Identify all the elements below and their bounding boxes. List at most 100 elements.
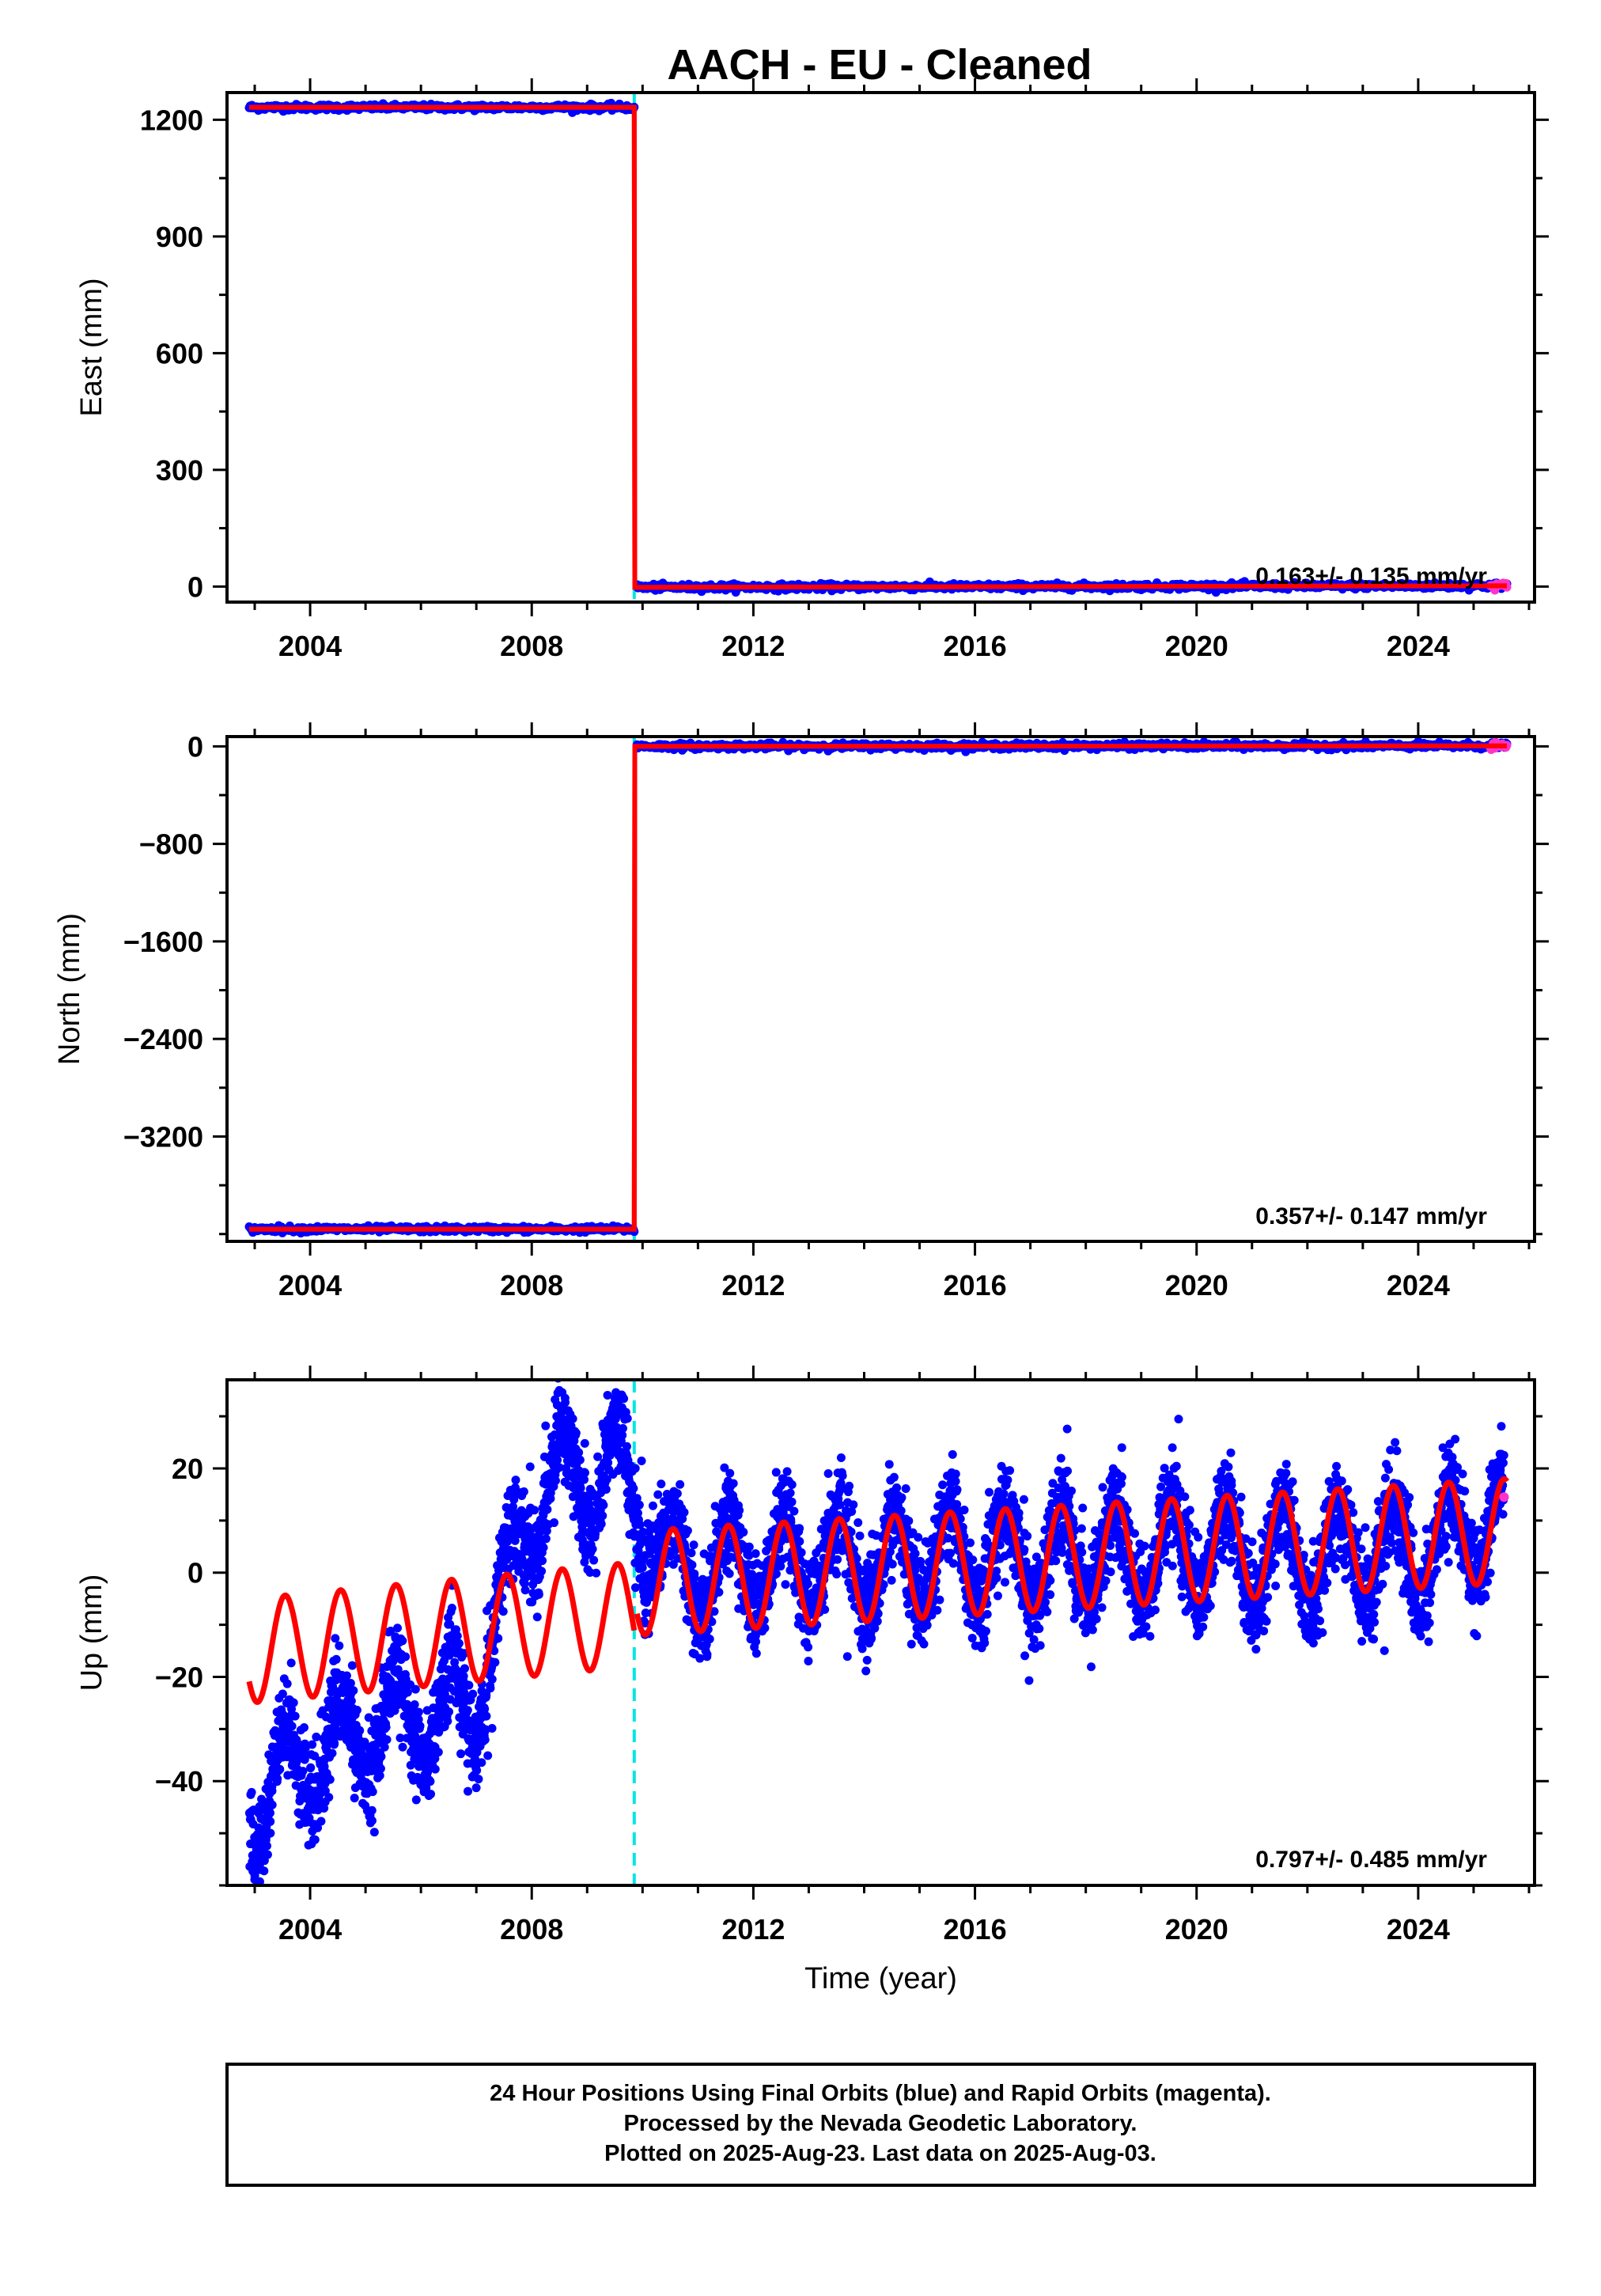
data-point bbox=[452, 1631, 462, 1641]
y-tick-label: 1200 bbox=[140, 104, 203, 136]
data-point bbox=[346, 1696, 356, 1706]
data-point bbox=[410, 1700, 419, 1710]
data-point bbox=[541, 1534, 551, 1544]
data-point bbox=[426, 1777, 435, 1786]
data-point bbox=[725, 1468, 735, 1478]
data-point bbox=[482, 1691, 491, 1700]
chart-title: AACH - EU - Cleaned bbox=[667, 41, 1092, 89]
east-panel: 2004 2008 2012 2016 2020 202403006009001200Ea… bbox=[75, 78, 1549, 662]
data-point bbox=[598, 1511, 607, 1521]
data-point bbox=[602, 1475, 611, 1484]
data-point bbox=[298, 1767, 308, 1776]
data-point bbox=[498, 1607, 508, 1616]
data-point bbox=[554, 1463, 564, 1472]
data-point bbox=[687, 1560, 697, 1570]
data-point bbox=[561, 1398, 570, 1408]
data-point bbox=[320, 1762, 329, 1771]
data-point bbox=[350, 1794, 359, 1803]
data-point bbox=[509, 1502, 518, 1511]
data-point bbox=[480, 1704, 490, 1714]
y-tick-label: 600 bbox=[156, 337, 203, 369]
x-tick-label: 2004 bbox=[278, 630, 342, 662]
data-point bbox=[266, 1828, 275, 1838]
data-point bbox=[539, 1543, 548, 1552]
data-point bbox=[367, 1805, 377, 1815]
data-point bbox=[580, 1438, 589, 1448]
data-point bbox=[454, 1639, 464, 1648]
data-point bbox=[352, 1706, 361, 1715]
data-point bbox=[638, 1563, 647, 1573]
data-point bbox=[483, 1751, 493, 1760]
data-point bbox=[487, 1674, 497, 1684]
data-point bbox=[414, 1707, 423, 1717]
data-point bbox=[426, 1790, 436, 1799]
data-point bbox=[601, 1485, 611, 1495]
plot-area bbox=[244, 737, 1512, 1241]
data-point bbox=[349, 1686, 358, 1695]
data-point bbox=[580, 1468, 589, 1478]
data-point bbox=[510, 1536, 520, 1545]
y-tick-label: −2400 bbox=[123, 1023, 203, 1055]
data-point bbox=[551, 1476, 560, 1486]
data-point bbox=[316, 1817, 326, 1826]
data-point bbox=[534, 1589, 543, 1599]
plot-area bbox=[244, 1380, 1509, 1885]
data-point bbox=[464, 1680, 474, 1690]
data-point bbox=[367, 1816, 377, 1825]
data-point bbox=[327, 1749, 337, 1758]
data-point bbox=[687, 1548, 696, 1558]
y-tick-label: −1600 bbox=[123, 926, 203, 958]
plot-area bbox=[244, 93, 1512, 602]
data-point bbox=[301, 1743, 310, 1752]
data-point bbox=[657, 1480, 666, 1489]
y-tick-label: −800 bbox=[139, 828, 203, 861]
data-point bbox=[538, 1556, 547, 1566]
data-point bbox=[411, 1795, 421, 1805]
data-point bbox=[519, 1487, 528, 1496]
data-point bbox=[328, 1682, 338, 1692]
data-point bbox=[486, 1684, 495, 1693]
data-point bbox=[576, 1483, 585, 1493]
data-point bbox=[273, 1774, 282, 1783]
data-point bbox=[541, 1421, 551, 1430]
data-point bbox=[634, 1500, 644, 1510]
data-point bbox=[290, 1711, 300, 1721]
data-point bbox=[525, 1462, 535, 1472]
data-point bbox=[683, 1526, 692, 1536]
data-point bbox=[325, 1775, 335, 1784]
data-point bbox=[364, 1713, 373, 1722]
data-point bbox=[259, 1866, 269, 1876]
data-point bbox=[380, 1742, 389, 1752]
data-point bbox=[459, 1671, 468, 1680]
data-point bbox=[460, 1664, 470, 1673]
data-point bbox=[648, 1501, 657, 1510]
data-point bbox=[501, 1502, 511, 1512]
x-tick-label: 2016 bbox=[944, 630, 1007, 662]
model-line bbox=[249, 743, 1507, 1232]
data-point bbox=[591, 1529, 600, 1539]
data-point bbox=[550, 1518, 559, 1528]
y-tick-label: −3200 bbox=[123, 1120, 203, 1153]
data-point bbox=[262, 1841, 271, 1851]
data-point bbox=[398, 1636, 407, 1646]
x-tick-label: 2024 bbox=[1387, 1269, 1450, 1301]
data-point bbox=[330, 1738, 339, 1748]
data-point bbox=[375, 1771, 384, 1780]
data-point bbox=[382, 1735, 392, 1745]
data-point bbox=[377, 1752, 386, 1761]
data-point bbox=[368, 1787, 377, 1797]
data-point bbox=[393, 1623, 403, 1633]
data-point bbox=[445, 1650, 454, 1660]
data-point bbox=[381, 1722, 391, 1732]
data-point bbox=[263, 1850, 272, 1859]
data-point bbox=[589, 1555, 599, 1565]
data-point bbox=[629, 1483, 638, 1493]
data-point bbox=[312, 1732, 321, 1741]
x-tick-label: 2008 bbox=[500, 630, 563, 662]
data-point bbox=[267, 1786, 277, 1796]
model-line-top bbox=[249, 743, 1507, 1232]
data-point bbox=[630, 1464, 640, 1473]
panel-frame bbox=[225, 735, 1536, 1243]
x-tick-label: 2024 bbox=[1387, 630, 1450, 662]
